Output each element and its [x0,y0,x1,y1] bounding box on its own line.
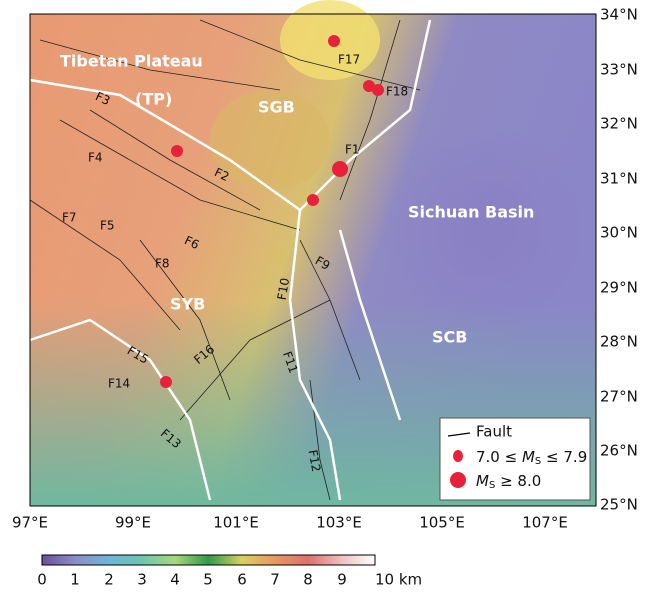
colorbar-label: 2 [104,571,114,589]
lon-label: 97°E [12,514,48,532]
fault-label: F14 [108,377,130,391]
lon-label: 107°E [522,514,568,532]
legend-label: MS ≥ 8.0 [476,472,541,492]
lon-label: 105°E [419,514,465,532]
fault-label: F5 [100,219,115,233]
lon-label: 101°E [213,514,259,532]
region-label: SGB [258,98,295,117]
colorbar-label: 10 km [375,571,422,589]
lat-label: 26°N [600,442,638,460]
region-label: Tibetan Plateau [60,52,203,71]
colorbar-label: 6 [237,571,247,589]
fault-label: F8 [155,257,170,271]
lat-label: 32°N [600,115,638,133]
colorbar-label: 1 [70,571,80,589]
colorbar-label: 7 [270,571,280,589]
lat-label: 34°N [600,6,638,24]
colorbar: 0 1 2 3 4 5 6 7 8 9 10 km [37,555,422,589]
lat-label: 30°N [600,224,638,242]
region-label: SCB [432,328,467,347]
lat-label: 33°N [600,61,638,79]
lat-label: 29°N [600,279,638,297]
colorbar-label: 8 [303,571,313,589]
colorbar-label: 4 [170,571,180,589]
lon-label: 103°E [316,514,362,532]
fault-label: F7 [62,211,77,225]
legend-label: 7.0 ≤ MS ≤ 7.9 [476,448,587,468]
fault-label: F17 [338,53,360,67]
fault-label: F18 [386,85,408,99]
fault-label: F1 [345,143,360,157]
lon-labels: 97°E 99°E 101°E 103°E 105°E 107°E [12,514,568,532]
region-label: SYB [170,295,205,314]
legend-label: Fault [476,423,512,441]
lat-label: 27°N [600,388,638,406]
legend: Fault 7.0 ≤ MS ≤ 7.9 MS ≥ 8.0 [440,418,590,500]
region-label: (TP) [135,90,172,109]
region-label: Sichuan Basin [408,203,534,222]
lon-label: 99°E [115,514,151,532]
lat-label: 25°N [600,496,638,514]
colorbar-label: 3 [137,571,147,589]
colorbar-label: 0 [37,571,47,589]
lat-label: 31°N [600,170,638,188]
fault-label: F4 [88,151,103,165]
map-figure: 34°N 33°N 32°N 31°N 30°N 29°N 28°N 27°N … [0,0,646,592]
colorbar-label: 5 [203,571,213,589]
colorbar-label: 9 [337,571,347,589]
lat-label: 28°N [600,333,638,351]
